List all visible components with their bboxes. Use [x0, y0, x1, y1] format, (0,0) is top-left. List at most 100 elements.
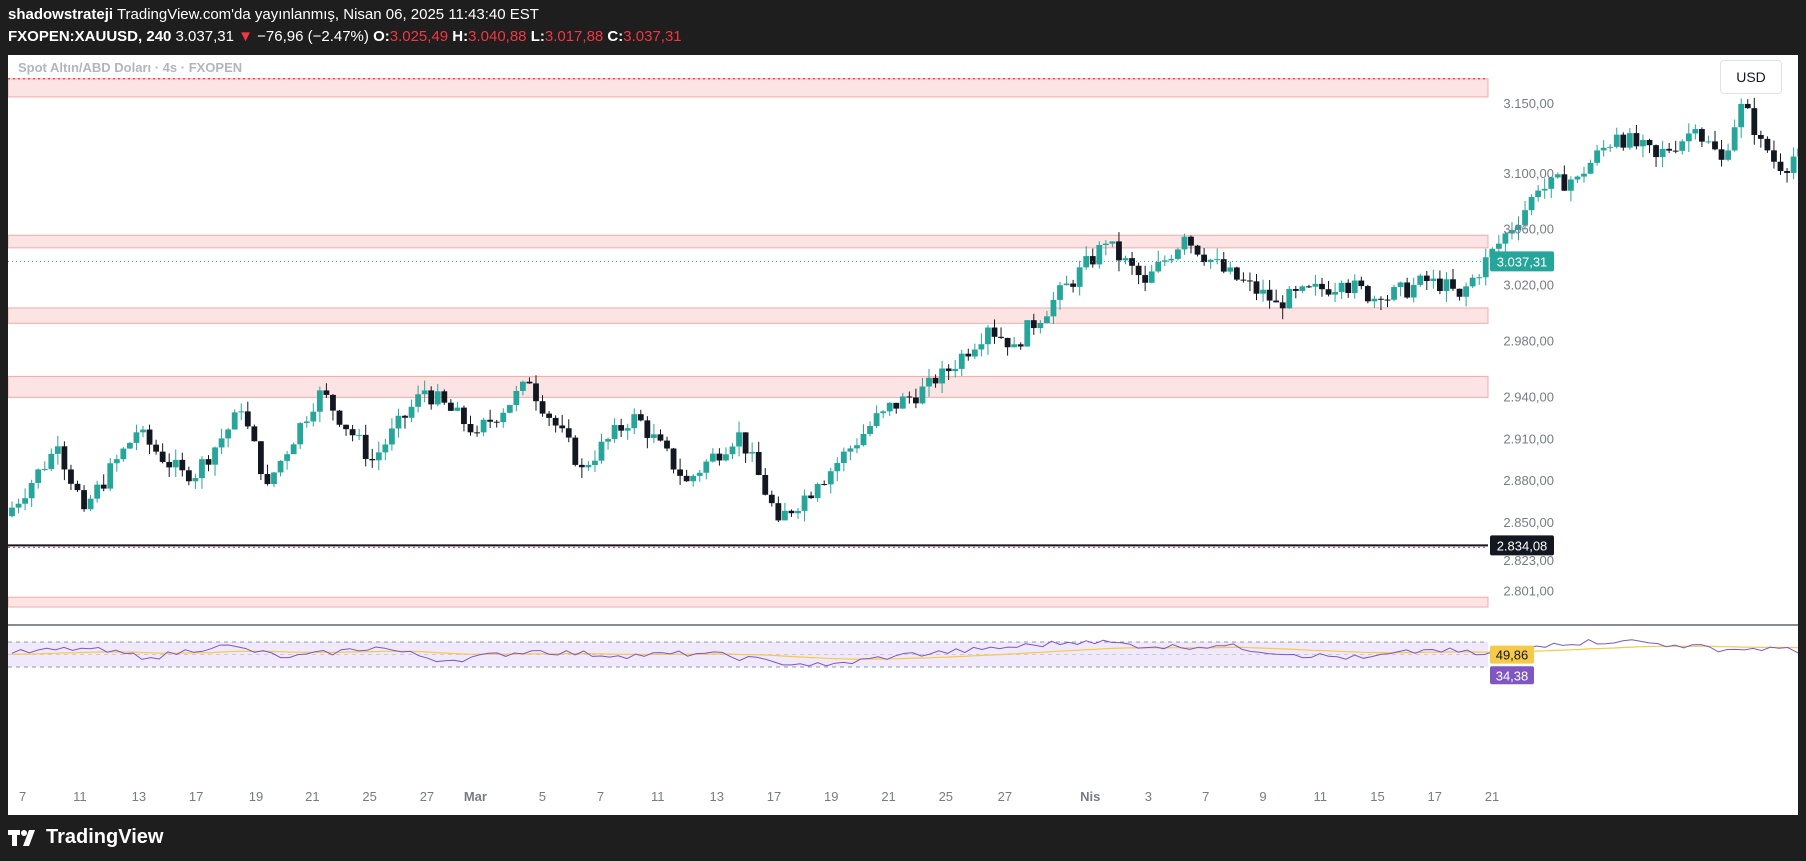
- candle-body: [631, 414, 638, 429]
- candle-body: [840, 451, 847, 464]
- tradingview-logo[interactable]: TradingView: [8, 826, 163, 849]
- candle-body: [513, 390, 520, 406]
- candle-body: [755, 452, 762, 475]
- candle-body: [1142, 275, 1149, 283]
- candle-body: [1017, 344, 1024, 347]
- candle-body: [827, 471, 834, 485]
- candle-body: [402, 415, 408, 418]
- candle-body: [1070, 283, 1076, 287]
- candle-body: [1207, 259, 1214, 263]
- candle-body: [906, 396, 913, 398]
- x-tick-label: 13: [710, 789, 724, 804]
- candle-body: [369, 458, 376, 461]
- candle-body: [1574, 176, 1581, 180]
- x-tick-label: 21: [1485, 789, 1499, 804]
- candle-body: [9, 507, 15, 517]
- resistance-zone: [8, 307, 1489, 324]
- candle-body: [1541, 188, 1548, 191]
- candle-body: [1417, 275, 1424, 285]
- candle-body: [41, 468, 48, 470]
- candle-body: [1495, 243, 1502, 249]
- candle-body: [1083, 256, 1090, 268]
- candle-body: [1731, 127, 1738, 151]
- candle-body: [271, 472, 277, 485]
- candle-body: [1286, 288, 1293, 309]
- y-tick-label: 2.880,00: [1503, 473, 1554, 488]
- candle-body: [952, 368, 959, 372]
- currency-button[interactable]: USD: [1720, 60, 1782, 94]
- candle-body: [15, 503, 22, 508]
- candle-body: [205, 459, 212, 465]
- close-value: 3.037,31: [623, 28, 682, 45]
- candle-body: [605, 439, 611, 442]
- candle-body: [1168, 258, 1175, 261]
- candle-body: [657, 434, 664, 441]
- resistance-zone: [8, 78, 1489, 98]
- candle-body: [1279, 302, 1286, 309]
- candle-body: [926, 377, 932, 387]
- candle-body: [199, 459, 205, 479]
- candle-body: [1175, 249, 1181, 259]
- candle-body: [1587, 162, 1594, 174]
- candle-body: [899, 396, 906, 409]
- chart-panel[interactable]: Spot Altın/ABD Doları · 4s · FXOPEN 3.150…: [8, 55, 1798, 815]
- candle-body: [1299, 286, 1306, 291]
- candle-body: [1456, 288, 1463, 297]
- candle-body: [251, 426, 258, 442]
- candle-body: [244, 411, 251, 427]
- candle-body: [421, 390, 428, 395]
- candle-body: [958, 353, 965, 369]
- symbol-label[interactable]: FXOPEN:XAUUSD, 240: [8, 28, 172, 45]
- candle-body: [1024, 320, 1031, 347]
- candle-body: [795, 510, 801, 514]
- price-chart[interactable]: Spot Altın/ABD Doları · 4s · FXOPEN 3.150…: [8, 55, 1798, 815]
- candle-body: [985, 327, 991, 345]
- candle-body: [506, 405, 513, 413]
- candle-body: [1129, 258, 1135, 266]
- candle-body: [1044, 316, 1050, 323]
- candle-body: [258, 441, 264, 475]
- candle-body: [1135, 265, 1142, 276]
- candle-body: [1482, 257, 1489, 278]
- candle-body: [323, 390, 330, 395]
- candle-body: [120, 448, 127, 460]
- candle-body: [1757, 134, 1764, 139]
- candle-body: [1515, 224, 1522, 231]
- candle-body: [493, 421, 500, 423]
- candle-body: [1247, 280, 1253, 282]
- candle-body: [349, 429, 356, 436]
- candle-body: [61, 446, 68, 470]
- candle-body: [310, 411, 317, 422]
- candle-body: [1253, 281, 1260, 294]
- candle-body: [1548, 177, 1555, 189]
- published-text: TradingView.com'da yayınlanmış, Nisan 06…: [116, 6, 539, 23]
- candle-body: [277, 460, 284, 473]
- candle-body: [539, 401, 546, 414]
- author-name[interactable]: shadowstrateji: [8, 6, 114, 23]
- candle-body: [1594, 150, 1600, 163]
- x-tick-label: 3: [1145, 789, 1152, 804]
- candle-body: [854, 445, 860, 449]
- y-tick-label: 2.980,00: [1503, 333, 1554, 348]
- candle-body: [618, 425, 625, 431]
- candle-body: [801, 495, 808, 511]
- candle-body: [736, 432, 742, 447]
- x-tick-label: 7: [19, 789, 26, 804]
- candle-body: [1535, 190, 1542, 198]
- candle-body: [1443, 279, 1450, 292]
- candle-body: [1692, 129, 1699, 134]
- candle-body: [1784, 170, 1790, 173]
- candle-body: [1155, 261, 1162, 272]
- candle-body: [1640, 140, 1646, 147]
- candle-body: [1030, 320, 1037, 329]
- x-tick-label: 27: [420, 789, 434, 804]
- candle-body: [1371, 298, 1378, 302]
- x-tick-label: 17: [1428, 789, 1442, 804]
- candle-body: [598, 441, 605, 461]
- down-arrow-icon: ▼: [238, 28, 253, 45]
- candle-body: [133, 432, 140, 443]
- candle-body: [637, 414, 644, 421]
- candle-body: [454, 407, 461, 411]
- candle-body: [919, 386, 926, 404]
- candle-body: [624, 428, 631, 431]
